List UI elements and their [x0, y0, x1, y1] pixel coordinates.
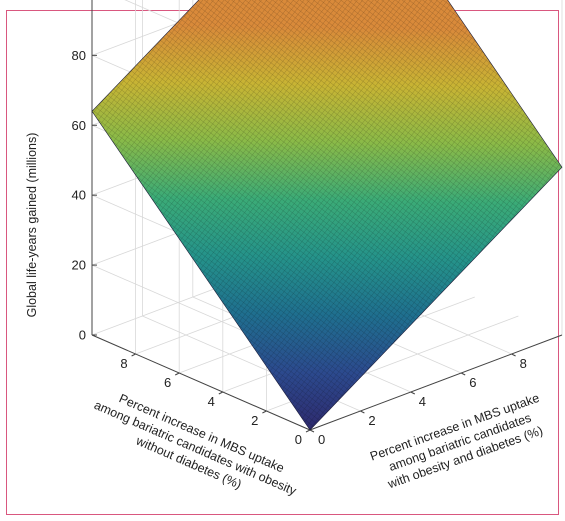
y-tick-label-2: 2 — [368, 413, 375, 428]
tick-labels: 0246802468020406080100 — [72, 48, 527, 447]
z-axis-title: Global life-years gained (millions) — [25, 133, 39, 318]
y-tick-label-8: 8 — [520, 356, 527, 371]
x-tick-4 — [218, 391, 224, 395]
y-axis-title: Percent increase in MBS uptakeamong bari… — [368, 391, 552, 494]
z-tick-label-80: 80 — [72, 48, 86, 63]
x-tick-label-4: 4 — [208, 394, 215, 409]
axes — [91, 0, 563, 433]
x-tick-8 — [131, 353, 136, 357]
y-tick-2 — [360, 410, 365, 414]
surface-mesh — [92, 0, 562, 430]
x-axis-line — [91, 334, 311, 431]
surface-layer — [91, 0, 563, 431]
x-tick-label-2: 2 — [251, 413, 258, 428]
x-tick-label-8: 8 — [120, 356, 127, 371]
y-tick-4 — [410, 391, 416, 395]
x-tick-label-6: 6 — [164, 375, 171, 390]
y-tick-8 — [511, 353, 516, 357]
y-tick-label-4: 4 — [419, 394, 426, 409]
y-tick-label-6: 6 — [469, 375, 476, 390]
y-tick-6 — [460, 372, 466, 376]
y-tick-label-0: 0 — [318, 432, 325, 447]
x-tick-0 — [305, 429, 311, 433]
x-tick-2 — [262, 410, 267, 414]
x-axis-title-line-1: among bariatric candidates with obesity — [92, 398, 299, 498]
z-tick-label-40: 40 — [72, 188, 86, 203]
x-tick-6 — [174, 372, 180, 376]
y-tick-0 — [309, 429, 315, 433]
z-tick-label-60: 60 — [72, 118, 86, 133]
z-tick-label-20: 20 — [72, 258, 86, 273]
x-tick-label-0: 0 — [295, 432, 302, 447]
z-tick-label-0: 0 — [79, 328, 86, 343]
y-axis-line — [309, 334, 563, 431]
x-axis-title: Percent increase in MBS uptakeamong bari… — [86, 383, 306, 513]
